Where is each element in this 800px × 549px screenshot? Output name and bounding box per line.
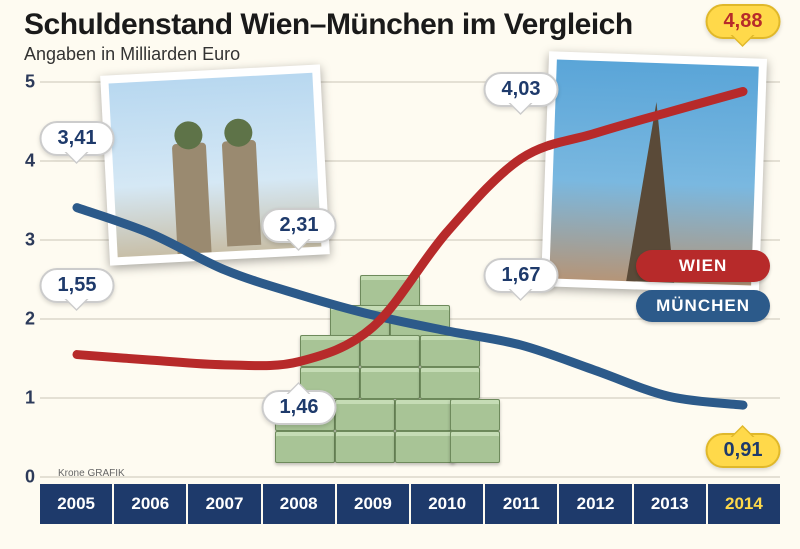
x-tick-label: 2012 — [559, 484, 633, 524]
x-axis: 2005200620072008200920102011201220132014 — [40, 484, 780, 524]
callout-value: 4,88 — [706, 4, 781, 39]
x-tick-label: 2010 — [411, 484, 485, 524]
infographic-container: Schuldenstand Wien–München im Vergleich … — [0, 0, 800, 549]
title-block: Schuldenstand Wien–München im Vergleich … — [24, 8, 633, 65]
y-tick-label: 4 — [10, 151, 35, 172]
credit-text: Krone GRAFIK — [58, 468, 125, 479]
x-tick-label: 2008 — [263, 484, 337, 524]
y-tick-label: 3 — [10, 230, 35, 251]
x-tick-label: 2007 — [188, 484, 262, 524]
y-tick-label: 5 — [10, 72, 35, 93]
y-tick-label: 2 — [10, 309, 35, 330]
x-tick-label: 2006 — [114, 484, 188, 524]
x-tick-label: 2009 — [337, 484, 411, 524]
legend: WIEN MÜNCHEN — [636, 250, 770, 330]
x-tick-label: 2014 — [708, 484, 780, 524]
legend-item-munchen: MÜNCHEN — [636, 290, 770, 322]
x-tick-label: 2005 — [40, 484, 114, 524]
legend-item-wien: WIEN — [636, 250, 770, 282]
x-tick-label: 2013 — [634, 484, 708, 524]
x-tick-label: 2011 — [485, 484, 559, 524]
chart-title: Schuldenstand Wien–München im Vergleich — [24, 8, 633, 42]
y-tick-label: 0 — [10, 467, 35, 488]
y-tick-label: 1 — [10, 388, 35, 409]
callout-wien-2014: 4,88 — [706, 4, 781, 39]
chart-subtitle: Angaben in Milliarden Euro — [24, 44, 633, 65]
